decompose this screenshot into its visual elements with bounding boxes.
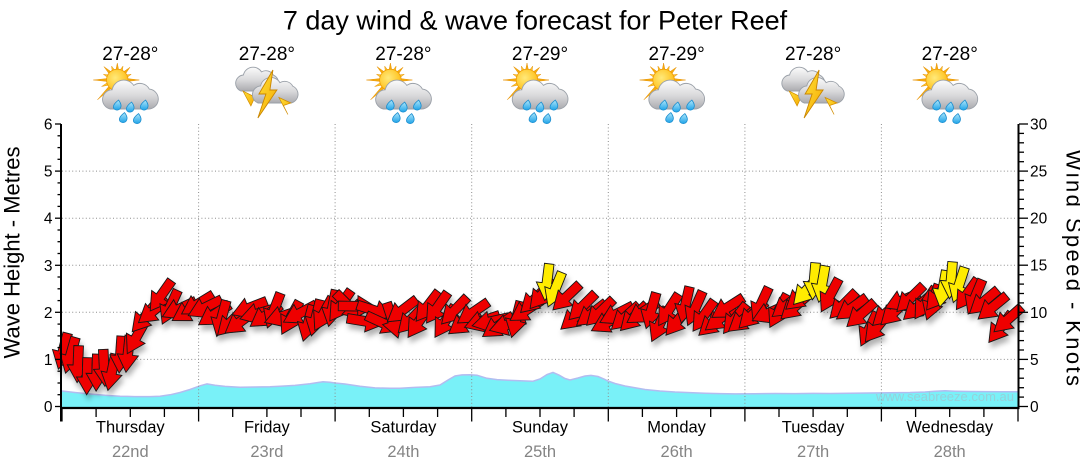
svg-text:1: 1 xyxy=(44,352,53,369)
svg-text:26th: 26th xyxy=(661,443,693,461)
svg-text:15: 15 xyxy=(1030,258,1047,275)
svg-text:5: 5 xyxy=(44,164,53,181)
svg-text:www.seabreeze.com.au: www.seabreeze.com.au xyxy=(875,389,1014,404)
svg-text:6: 6 xyxy=(44,117,53,134)
svg-text:Thursday: Thursday xyxy=(96,419,166,437)
svg-text:27-28°: 27-28° xyxy=(102,44,158,65)
svg-text:7 day wind & wave forecast for: 7 day wind & wave forecast for Peter Ree… xyxy=(283,6,788,36)
svg-text:Wednesday: Wednesday xyxy=(906,419,994,437)
svg-text:0: 0 xyxy=(1030,399,1039,416)
svg-text:10: 10 xyxy=(1030,305,1048,322)
svg-text:Saturday: Saturday xyxy=(370,419,437,437)
svg-text:27-29°: 27-29° xyxy=(648,44,704,65)
svg-text:27th: 27th xyxy=(797,443,829,461)
svg-text:27-28°: 27-28° xyxy=(375,44,431,65)
svg-text:Tuesday: Tuesday xyxy=(782,419,845,437)
svg-text:30: 30 xyxy=(1030,117,1048,134)
svg-text:20: 20 xyxy=(1030,211,1048,228)
svg-text:3: 3 xyxy=(44,258,53,275)
svg-text:0: 0 xyxy=(44,399,53,416)
svg-text:Wave Height - Metres: Wave Height - Metres xyxy=(0,147,25,359)
svg-text:28th: 28th xyxy=(934,443,966,461)
svg-text:25th: 25th xyxy=(524,443,556,461)
svg-text:25: 25 xyxy=(1030,164,1047,181)
svg-text:24th: 24th xyxy=(387,443,419,461)
svg-text:Friday: Friday xyxy=(244,419,291,437)
svg-text:Wind Speed - Knots: Wind Speed - Knots xyxy=(1062,150,1080,389)
svg-text:Sunday: Sunday xyxy=(512,419,569,437)
svg-text:Monday: Monday xyxy=(647,419,706,437)
svg-text:22nd: 22nd xyxy=(112,443,149,461)
svg-text:27-28°: 27-28° xyxy=(922,44,978,65)
svg-text:5: 5 xyxy=(1030,352,1039,369)
svg-text:2: 2 xyxy=(44,305,53,322)
svg-text:27-28°: 27-28° xyxy=(785,44,841,65)
svg-text:27-28°: 27-28° xyxy=(239,44,295,65)
svg-text:23rd: 23rd xyxy=(250,443,283,461)
svg-text:4: 4 xyxy=(44,211,53,228)
svg-text:27-29°: 27-29° xyxy=(512,44,568,65)
